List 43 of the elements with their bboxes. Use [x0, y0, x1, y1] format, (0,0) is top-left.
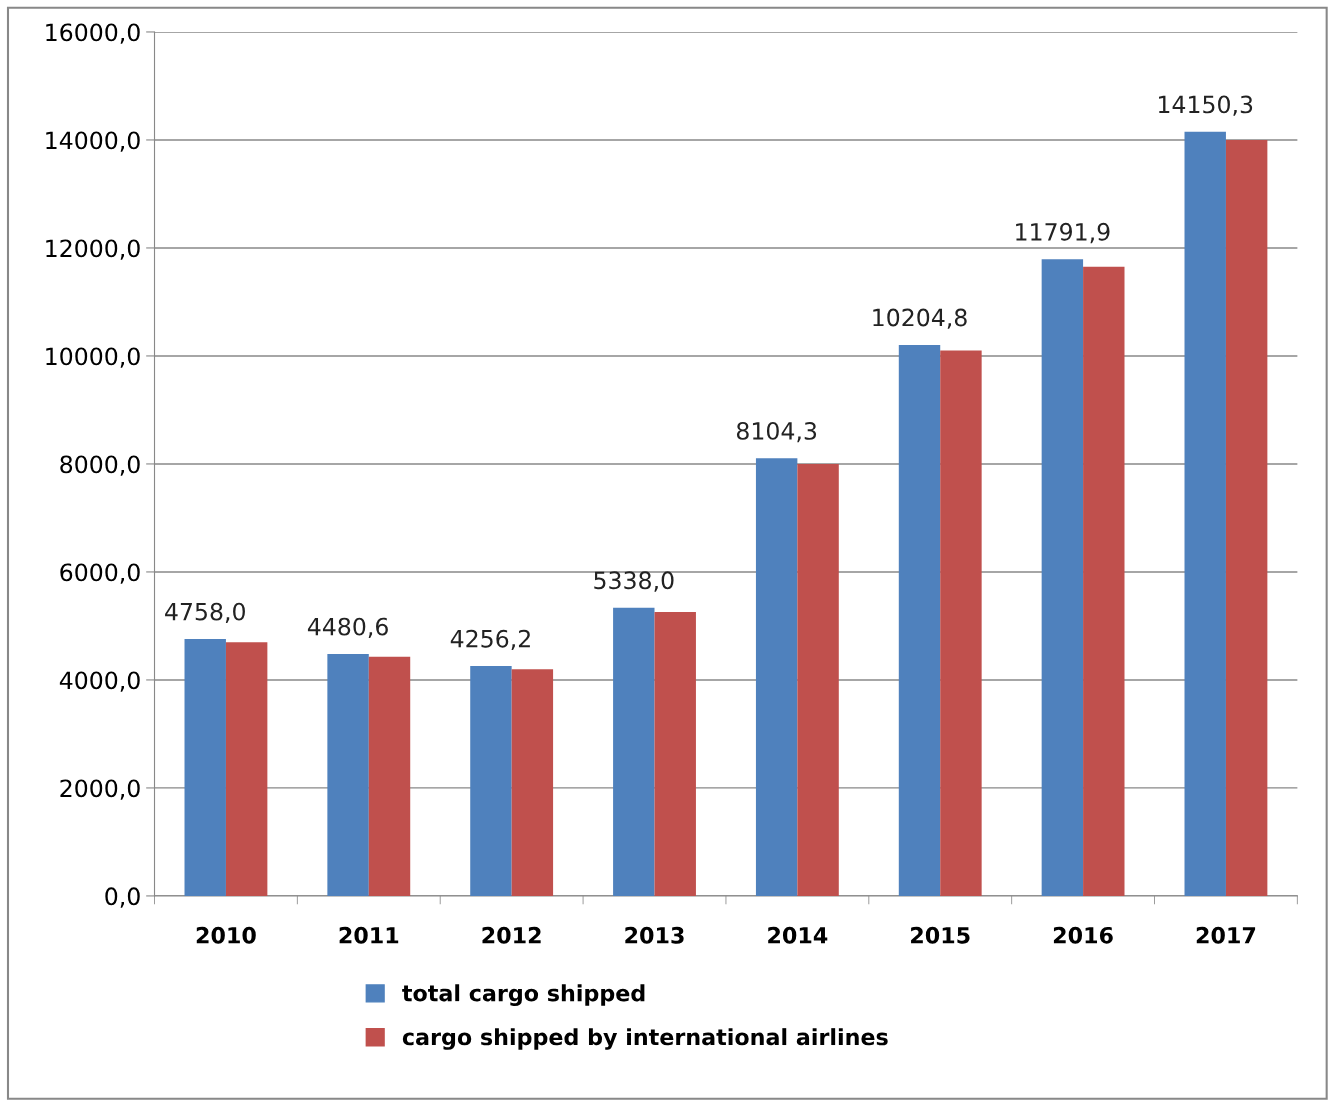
- data-label: 5338,0: [594, 571, 674, 592]
- bar: [470, 666, 512, 896]
- data-label: 10204,8: [873, 308, 967, 329]
- data-label: 14150,3: [1159, 95, 1253, 116]
- bar: [1184, 131, 1226, 896]
- bar: [755, 458, 798, 896]
- data-label: 11791,9: [1016, 222, 1110, 244]
- bar: [1225, 139, 1268, 896]
- bar: [797, 463, 839, 896]
- bar: [225, 642, 268, 896]
- y-tick-label: 0,0: [105, 887, 140, 908]
- y-tick-label: 12000,0: [46, 239, 140, 260]
- bar: [898, 344, 941, 896]
- bar: [327, 653, 369, 896]
- bar: [511, 669, 554, 896]
- y-tick-label: 4000,0: [59, 671, 140, 692]
- legend-label: cargo shipped by international airlines: [402, 1028, 888, 1050]
- x-tick-label: 2013: [625, 926, 684, 944]
- legend-label: total cargo shipped: [402, 984, 645, 1006]
- data-label: 4758,0: [165, 602, 245, 623]
- data-label: 8104,3: [736, 421, 817, 443]
- bar: [184, 639, 226, 896]
- x-tick-label: 2012: [482, 926, 541, 944]
- bar: [940, 350, 982, 896]
- bar: [1041, 259, 1084, 896]
- y-tick-label: 16000,0: [46, 23, 140, 44]
- x-tick-label: 2011: [339, 926, 399, 944]
- y-tick-label: 10000,0: [46, 347, 140, 368]
- bar: [654, 611, 696, 896]
- y-tick-label: 8000,0: [60, 455, 140, 476]
- data-label: 4480,6: [307, 617, 388, 638]
- x-tick-label: 2010: [196, 926, 256, 944]
- y-tick-label: 6000,0: [60, 563, 140, 584]
- bar: [368, 656, 411, 896]
- x-tick-label: 2015: [911, 926, 970, 944]
- y-tick-label: 14000,0: [46, 131, 140, 152]
- bar: [613, 607, 655, 896]
- x-tick-label: 2014: [768, 926, 828, 944]
- y-tick-label: 2000,0: [60, 779, 140, 800]
- data-label: 4256,2: [450, 629, 530, 651]
- x-tick-label: 2016: [1053, 926, 1113, 944]
- bar: [1083, 266, 1125, 896]
- x-tick-label: 2017: [1196, 926, 1256, 944]
